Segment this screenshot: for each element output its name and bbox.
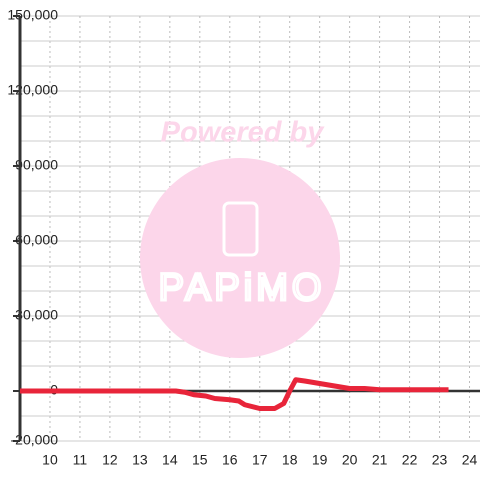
watermark-circle xyxy=(140,158,340,358)
y-tick-label: -20,000 xyxy=(11,432,59,448)
x-tick-label: 23 xyxy=(432,452,448,468)
x-tick-label: 14 xyxy=(162,452,178,468)
watermark-top: Powered by xyxy=(161,117,326,149)
x-tick-label: 12 xyxy=(102,452,118,468)
y-tick-label: 30,000 xyxy=(15,307,58,323)
y-tick-label: 150,000 xyxy=(7,7,58,23)
y-tick-label: 90,000 xyxy=(15,157,58,173)
x-tick-label: 20 xyxy=(342,452,358,468)
x-tick-label: 18 xyxy=(282,452,298,468)
y-tick-label: 120,000 xyxy=(7,82,58,98)
x-tick-label: 24 xyxy=(462,452,478,468)
x-tick-label: 22 xyxy=(402,452,418,468)
y-tick-label: 60,000 xyxy=(15,232,58,248)
x-tick-label: 19 xyxy=(312,452,328,468)
x-tick-label: 21 xyxy=(372,452,388,468)
data-line xyxy=(20,377,449,411)
x-tick-label: 17 xyxy=(252,452,268,468)
x-tick-label: 11 xyxy=(73,452,88,468)
x-tick-label: 10 xyxy=(42,452,58,468)
watermark-logo: PAPiMO xyxy=(159,267,326,309)
x-tick-label: 13 xyxy=(132,452,148,468)
watermark-icon xyxy=(222,201,259,257)
x-tick-label: 15 xyxy=(192,452,208,468)
x-tick-label: 16 xyxy=(222,452,238,468)
